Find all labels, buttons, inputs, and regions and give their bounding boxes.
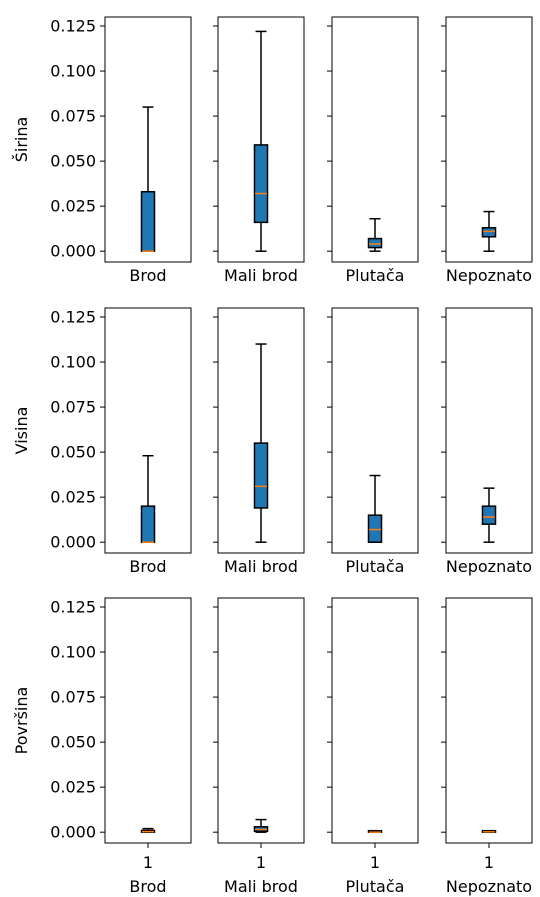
y-tick-label: 0.025 xyxy=(50,488,96,507)
category-label: Brod xyxy=(129,877,166,896)
y-tick-label: 0.125 xyxy=(50,308,96,327)
box xyxy=(140,190,156,252)
y-tick-label: 0.050 xyxy=(50,152,96,171)
panel-frame xyxy=(104,307,192,554)
box xyxy=(481,227,497,238)
panel-frame xyxy=(104,16,192,263)
panel-frame xyxy=(445,16,533,263)
y-axis-label: Visina xyxy=(12,407,31,455)
category-label: Mali brod xyxy=(224,877,298,896)
panel-frame xyxy=(445,307,533,554)
category-label: Nepoznato xyxy=(446,877,532,896)
y-tick-label: 0.125 xyxy=(50,17,96,36)
x-tick-label: 1 xyxy=(256,853,266,872)
box xyxy=(253,144,269,224)
category-label: Plutača xyxy=(346,877,405,896)
y-axis-label: Širina xyxy=(12,117,31,163)
y-tick-label: 0.000 xyxy=(50,242,96,261)
box xyxy=(367,514,383,543)
box xyxy=(481,505,497,525)
x-tick-label: 1 xyxy=(370,853,380,872)
box xyxy=(367,237,383,249)
y-tick-label: 0.025 xyxy=(50,778,96,797)
box xyxy=(253,442,269,509)
category-label: Nepoznato xyxy=(446,266,532,285)
category-label: Nepoznato xyxy=(446,557,532,576)
category-label: Brod xyxy=(129,266,166,285)
panel-frame xyxy=(217,16,305,263)
category-label: Mali brod xyxy=(224,266,298,285)
category-label: Mali brod xyxy=(224,557,298,576)
y-tick-label: 0.050 xyxy=(50,733,96,752)
category-label: Brod xyxy=(129,557,166,576)
category-label: Plutača xyxy=(346,266,405,285)
panel-frame xyxy=(331,16,419,263)
panel-frame xyxy=(217,597,305,844)
y-tick-label: 0.025 xyxy=(50,197,96,216)
x-tick-label: 1 xyxy=(484,853,494,872)
y-tick-label: 0.075 xyxy=(50,107,96,126)
panel-frame xyxy=(331,597,419,844)
x-tick-label: 1 xyxy=(143,853,153,872)
box xyxy=(140,505,156,543)
y-tick-label: 0.000 xyxy=(50,823,96,842)
y-tick-label: 0.050 xyxy=(50,443,96,462)
y-tick-label: 0.100 xyxy=(50,353,96,372)
y-tick-label: 0.075 xyxy=(50,688,96,707)
panel-frame xyxy=(331,307,419,554)
category-label: Plutača xyxy=(346,557,405,576)
panel-frame xyxy=(217,307,305,554)
y-tick-label: 0.100 xyxy=(50,643,96,662)
panel-frame xyxy=(445,597,533,844)
y-tick-label: 0.000 xyxy=(50,533,96,552)
y-axis-label: Površina xyxy=(12,687,31,755)
y-tick-label: 0.100 xyxy=(50,62,96,81)
y-tick-label: 0.075 xyxy=(50,398,96,417)
panel-frame xyxy=(104,597,192,844)
y-tick-label: 0.125 xyxy=(50,598,96,617)
